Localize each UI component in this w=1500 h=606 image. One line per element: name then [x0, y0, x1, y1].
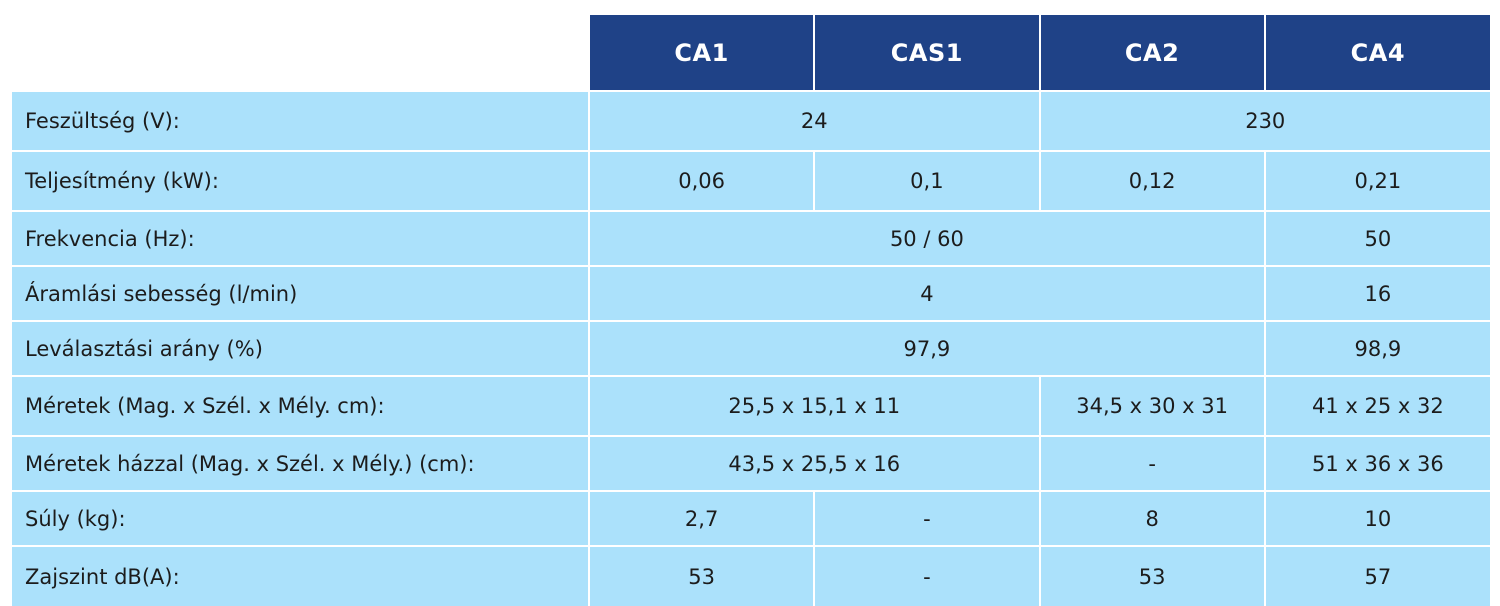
value-cell: 53 — [1038, 545, 1265, 606]
header-ca4: CA4 — [1263, 15, 1490, 91]
header-ca2: CA2 — [1038, 15, 1265, 91]
row-dimensions: Méretek (Mag. x Szél. x Mély. cm): 25,5 … — [12, 375, 1490, 436]
row-label: Feszültség (V): — [12, 90, 589, 151]
value-cell: 43,5 x 25,5 x 16 — [588, 435, 1040, 491]
value-cell: 10 — [1263, 490, 1490, 546]
value-cell: 98,9 — [1263, 320, 1490, 376]
header-empty-cell — [12, 15, 589, 91]
row-label: Frekvencia (Hz): — [12, 210, 589, 266]
row-label: Áramlási sebesség (l/min) — [12, 265, 589, 321]
value-cell: 25,5 x 15,1 x 11 — [588, 375, 1040, 436]
value-cell: 4 — [588, 265, 1265, 321]
value-cell: 0,21 — [1263, 150, 1490, 211]
value-cell: 51 x 36 x 36 — [1263, 435, 1490, 491]
row-weight: Súly (kg): 2,7 - 8 10 — [12, 490, 1490, 546]
row-label: Súly (kg): — [12, 490, 589, 546]
value-cell: 50 — [1263, 210, 1490, 266]
row-label: Zajszint dB(A): — [12, 545, 589, 606]
value-cell: 24 — [588, 90, 1040, 151]
value-cell: 230 — [1038, 90, 1490, 151]
row-separation-ratio: Leválasztási arány (%) 97,9 98,9 — [12, 320, 1490, 376]
row-voltage: Feszültség (V): 24 230 — [12, 90, 1490, 151]
row-flow-rate: Áramlási sebesség (l/min) 4 16 — [12, 265, 1490, 321]
value-cell: - — [813, 545, 1040, 606]
row-label: Méretek (Mag. x Szél. x Mély. cm): — [12, 375, 589, 436]
value-cell: 57 — [1263, 545, 1490, 606]
value-cell: 53 — [587, 545, 815, 606]
value-cell: 2,7 — [587, 490, 815, 546]
header-row: CA1 CAS1 CA2 CA4 — [12, 15, 1490, 91]
value-cell: 41 x 25 x 32 — [1263, 375, 1490, 436]
row-label: Teljesítmény (kW): — [12, 150, 589, 211]
value-cell: 34,5 x 30 x 31 — [1038, 375, 1265, 436]
value-cell: - — [813, 490, 1040, 546]
value-cell: - — [1038, 435, 1265, 491]
row-dimensions-housing: Méretek házzal (Mag. x Szél. x Mély.) (c… — [12, 435, 1490, 491]
value-cell: 0,1 — [813, 150, 1040, 211]
value-cell: 97,9 — [588, 320, 1265, 376]
value-cell: 0,06 — [587, 150, 815, 211]
row-power: Teljesítmény (kW): 0,06 0,1 0,12 0,21 — [12, 150, 1490, 211]
value-cell: 8 — [1038, 490, 1265, 546]
row-frequency: Frekvencia (Hz): 50 / 60 50 — [12, 210, 1490, 266]
header-ca1: CA1 — [587, 15, 815, 91]
value-cell: 50 / 60 — [588, 210, 1265, 266]
row-noise-level: Zajszint dB(A): 53 - 53 57 — [12, 545, 1490, 606]
row-label: Méretek házzal (Mag. x Szél. x Mély.) (c… — [12, 435, 589, 491]
spec-table: CA1 CAS1 CA2 CA4 Feszültség (V): 24 230 … — [12, 15, 1490, 606]
value-cell: 0,12 — [1038, 150, 1265, 211]
row-label: Leválasztási arány (%) — [12, 320, 589, 376]
value-cell: 16 — [1263, 265, 1490, 321]
header-cas1: CAS1 — [813, 15, 1040, 91]
